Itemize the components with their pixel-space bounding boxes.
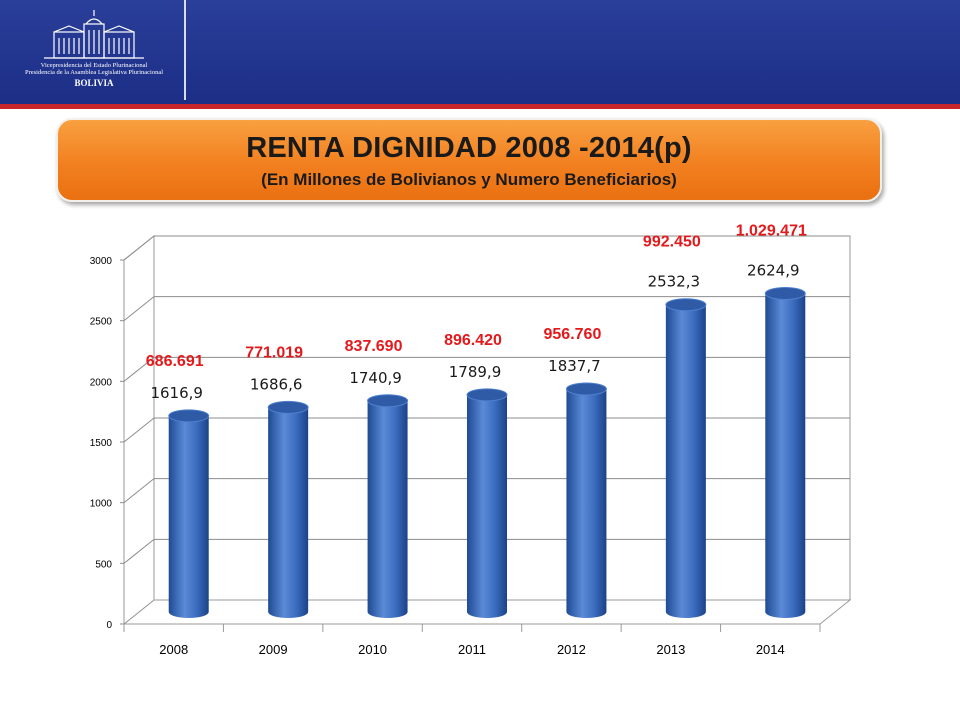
bar-body (168, 415, 209, 618)
header-bar: Vicepresidencia del Estado Plurinacional… (0, 0, 960, 109)
bar-top (168, 409, 210, 423)
chart-title: RENTA DIGNIDAD 2008 -2014(p) (246, 132, 692, 164)
bar-body (566, 389, 607, 618)
palace-icon (44, 10, 144, 59)
x-tick-label: 2008 (159, 642, 188, 657)
beneficiaries-label: 771.019 (245, 344, 303, 361)
bar-2013 (665, 298, 707, 618)
bar-2011 (466, 388, 508, 618)
x-tick-label: 2009 (259, 642, 288, 657)
value-label: 1789,9 (449, 363, 502, 381)
beneficiaries-label: 686.691 (146, 353, 204, 370)
y-tick-label: 500 (95, 559, 112, 570)
bar-top (367, 394, 409, 408)
bar-body (467, 394, 507, 618)
header-divider (184, 0, 186, 100)
x-tick-label: 2014 (756, 642, 785, 657)
x-tick-label: 2011 (458, 642, 486, 657)
gridline-side (123, 296, 155, 322)
y-tick-label: 1500 (90, 438, 113, 449)
bar-2008 (168, 409, 210, 618)
gridline-side (123, 538, 155, 564)
bar-top (267, 400, 309, 414)
y-tick-label: 2000 (90, 377, 113, 388)
y-tick-label: 0 (106, 620, 112, 631)
logo-text-asamblea: Presidencia de la Asamblea Legislativa P… (24, 69, 164, 76)
bar-body (367, 400, 408, 618)
gridline-side (123, 478, 155, 504)
x-tick-label: 2012 (557, 642, 586, 657)
logo-text-vicepresidencia: Vicepresidencia del Estado Plurinacional (40, 62, 148, 69)
bar-2009 (267, 400, 309, 618)
bar-body (268, 407, 309, 618)
beneficiaries-label: 1.029.471 (736, 223, 807, 240)
gridline-side (123, 356, 155, 382)
institution-logo: Vicepresidencia del Estado Plurinacional… (14, 6, 174, 98)
title-banner: RENTA DIGNIDAD 2008 -2014(p) (En Millone… (56, 118, 882, 202)
gridline-side (123, 235, 155, 261)
bar-top (665, 298, 707, 312)
bar-2012 (565, 382, 607, 618)
y-tick-label: 1000 (90, 499, 113, 510)
value-label: 2532,3 (648, 273, 701, 291)
value-label: 1740,9 (349, 369, 402, 387)
beneficiaries-label: 992.450 (643, 234, 701, 251)
bar-2010 (367, 394, 409, 618)
bar-2014 (764, 287, 806, 618)
x-tick-label: 2010 (358, 642, 387, 657)
bar-top (565, 382, 607, 396)
beneficiaries-label: 837.690 (345, 338, 403, 355)
bar-body (665, 304, 706, 618)
value-label: 1837,7 (548, 357, 601, 375)
value-label: 1686,6 (250, 375, 303, 393)
value-label: 1616,9 (150, 384, 203, 402)
y-tick-label: 2500 (90, 317, 113, 328)
value-label: 2624,9 (747, 262, 800, 280)
y-tick-label: 3000 (90, 256, 113, 267)
logo-text-bolivia: BOLIVIA (74, 78, 114, 88)
gridline-side (123, 417, 155, 443)
bar-body (765, 293, 806, 618)
x-tick-label: 2013 (656, 642, 685, 657)
bar-top (764, 287, 806, 301)
beneficiaries-label: 956.760 (544, 326, 602, 343)
chart-subtitle: (En Millones de Bolivianos y Numero Bene… (261, 170, 677, 189)
bar-top (466, 388, 508, 402)
beneficiaries-label: 896.420 (444, 332, 502, 349)
